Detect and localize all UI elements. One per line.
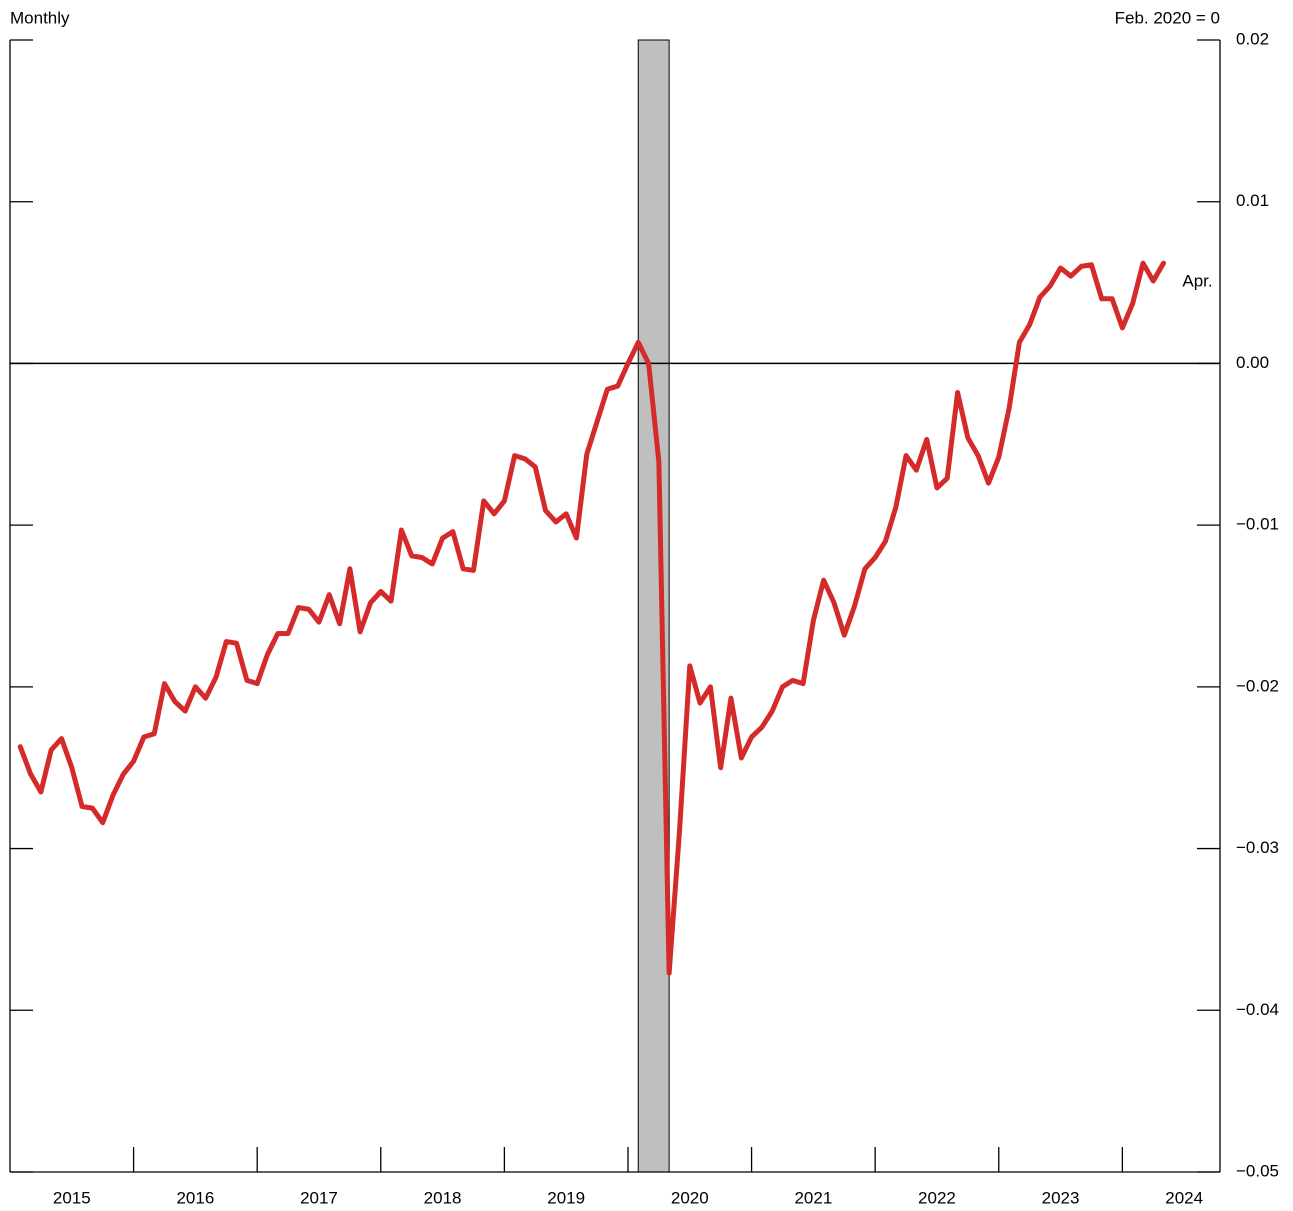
y-tick-label: −0.03 (1236, 838, 1279, 857)
left-title: Monthly (10, 8, 70, 27)
x-tick-label: 2022 (918, 1188, 956, 1207)
x-tick-label: 2018 (424, 1188, 462, 1207)
data-line (17, 260, 1167, 976)
x-tick-label: 2017 (300, 1188, 338, 1207)
end-label: Apr. (1182, 272, 1212, 291)
y-tick-label: −0.01 (1236, 515, 1279, 534)
right-title: Feb. 2020 = 0 (1115, 8, 1220, 27)
x-tick-label: 2015 (53, 1188, 91, 1207)
y-tick-label: −0.04 (1236, 1000, 1279, 1019)
recession-shade (637, 39, 670, 1173)
y-tick-label: −0.02 (1236, 676, 1279, 695)
x-tick-label: 2024 (1165, 1188, 1203, 1207)
x-tick-label: 2021 (794, 1188, 832, 1207)
x-tick-label: 2019 (547, 1188, 585, 1207)
y-tick-label: 0.00 (1236, 353, 1269, 372)
y-tick-label: 0.02 (1236, 29, 1269, 48)
y-tick-label: 0.01 (1236, 191, 1269, 210)
x-tick-label: 2016 (176, 1188, 214, 1207)
x-tick-label: 2023 (1042, 1188, 1080, 1207)
y-tick-label: −0.05 (1236, 1161, 1279, 1180)
x-tick-label: 2020 (671, 1188, 709, 1207)
